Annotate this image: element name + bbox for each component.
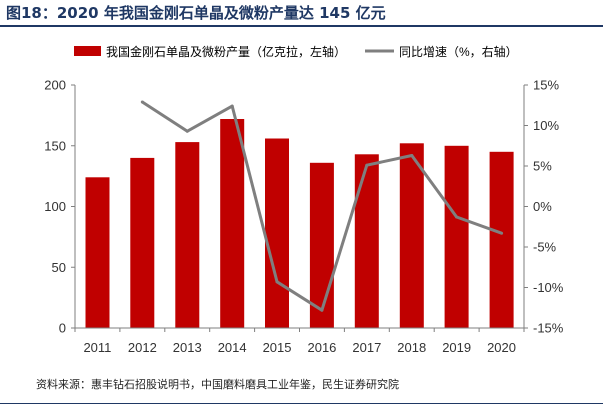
y-left-tick-label: 200 [44,78,66,93]
y-right-tick-label: 0% [533,199,552,214]
x-tick-label: 2016 [307,340,336,355]
figure-title: 图18：2020 年我国金刚石单晶及微粉产量达 145 亿元 [6,4,386,22]
axes [71,84,528,332]
bar-2018 [399,143,424,328]
y-left-tick-label: 50 [52,260,66,275]
bar-2014 [220,119,245,328]
growth-point-2020 [500,231,504,235]
growth-point-2018 [410,154,414,157]
y-left-tick-label: 0 [59,321,66,336]
y-right-tick-label: -5% [533,240,557,255]
bar-2013 [175,142,200,328]
x-tick-label: 2018 [397,340,426,355]
bottom-divider [0,403,603,404]
y-left-tick-label: 150 [44,138,66,153]
y-right-tick-labels: -15% -10% -5% 0% 5% 10% 15% [533,78,564,336]
source-note: 资料来源：惠丰钻石招股说明书，中国磨料磨具工业年鉴，民生证券研究院 [36,378,399,391]
growth-point-2017 [365,163,369,167]
legend-bar-swatch [74,46,101,56]
growth-point-2015 [275,280,279,284]
x-tick-label: 2020 [487,340,516,355]
x-tick-label: 2011 [83,340,111,355]
combo-chart: 我国金刚石单晶及微粉产量（亿克拉，左轴） 同比增速（%，右轴） 0 50 100 15… [44,44,564,355]
y-right-tick-label: 10% [533,118,559,133]
bar-2015 [265,138,289,328]
y-left-tick-label: 100 [44,199,66,214]
legend: 我国金刚石单晶及微粉产量（亿克拉，左轴） 同比增速（%，右轴） [74,44,518,59]
growth-point-2016 [320,308,324,312]
legend-line-label: 同比增速（%，右轴） [399,44,518,59]
y-left-tick-labels: 0 50 100 150 200 [44,78,66,336]
bar-2016 [309,162,334,328]
bar-2017 [354,154,379,328]
x-tick-label: 2019 [442,340,471,355]
x-tick-label: 2015 [263,340,292,355]
title-divider [0,25,603,27]
bar-2019 [444,145,469,329]
bar-series [85,119,514,329]
growth-point-2019 [455,215,459,219]
y-right-tick-label: 15% [533,78,559,93]
line-series [140,100,504,312]
growth-point-2014 [230,104,234,108]
y-right-tick-label: 5% [533,159,552,174]
growth-point-2012 [140,100,144,104]
x-tick-label: 2013 [173,340,202,355]
y-right-tick-label: -10% [533,280,564,295]
bar-2020 [489,151,514,328]
x-tick-label: 2012 [128,340,157,355]
legend-bar-label: 我国金刚石单晶及微粉产量（亿克拉，左轴） [106,44,346,59]
x-tick-label: 2014 [218,340,247,355]
x-tick-label: 2017 [352,340,381,355]
y-right-tick-label: -15% [533,321,564,336]
growth-point-2013 [185,129,189,133]
x-tick-labels: 2011 2012 2013 2014 2015 2016 2017 2018 2019 2020 [83,340,516,355]
bar-2011 [85,177,110,328]
bar-2012 [130,157,155,328]
